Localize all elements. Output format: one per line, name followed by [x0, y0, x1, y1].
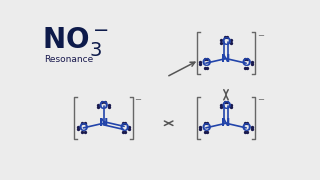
Text: O: O: [201, 58, 211, 68]
Text: O: O: [221, 101, 231, 111]
Text: −: −: [257, 96, 264, 105]
Text: −: −: [257, 31, 264, 40]
Text: N: N: [99, 118, 108, 128]
Text: N: N: [221, 54, 231, 64]
Text: O: O: [79, 123, 88, 133]
Text: −: −: [134, 96, 141, 105]
Text: Resonance: Resonance: [44, 55, 93, 64]
Text: NO$_3^-$: NO$_3^-$: [42, 25, 109, 58]
Text: O: O: [242, 58, 251, 68]
Text: O: O: [99, 101, 108, 111]
Text: O: O: [221, 37, 231, 47]
Text: O: O: [201, 123, 211, 133]
Text: O: O: [119, 123, 128, 133]
Text: O: O: [242, 123, 251, 133]
Text: N: N: [221, 118, 231, 128]
